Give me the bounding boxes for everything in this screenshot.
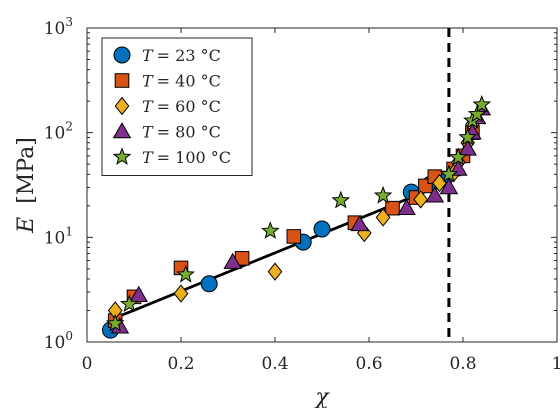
data-point-triangle (439, 177, 459, 195)
data-point-circle (313, 220, 331, 238)
data-markers (102, 94, 492, 339)
legend-marker-star (112, 147, 132, 165)
legend-label: T = 40 °C (142, 72, 221, 91)
legend-item: T = 23 °C (113, 46, 221, 65)
y-axis-label: E [MPa] (14, 137, 39, 234)
legend-label: T = 60 °C (142, 97, 221, 116)
data-point-diamond (267, 262, 283, 281)
series-star (105, 94, 492, 332)
ticks (86, 27, 558, 343)
data-point-star (467, 104, 487, 123)
legend-marker-circle (113, 46, 131, 64)
data-point-star (119, 294, 139, 313)
data-point-triangle (350, 214, 369, 232)
axes-box (86, 27, 558, 343)
legend-item: T = 80 °C (112, 122, 221, 142)
x-tick-label: 0.8 (449, 354, 476, 374)
data-point-star (105, 313, 125, 332)
legend-label: T = 23 °C (142, 46, 221, 65)
data-point-star (439, 164, 459, 183)
data-point-diamond (413, 190, 429, 209)
legend-item: T = 60 °C (114, 96, 221, 116)
data-point-triangle (223, 252, 242, 269)
y-tick-label: 100 (44, 329, 73, 353)
data-point-star (472, 94, 492, 113)
data-point-diamond (375, 208, 391, 227)
legend: T = 23 °C T = 40 °C T = 60 °C T = 80 °C T = 100 °… (101, 37, 253, 176)
data-point-star (373, 185, 393, 204)
data-point-triangle (458, 139, 477, 156)
data-point-square (286, 229, 302, 244)
y-tick-label: 103 (44, 15, 73, 39)
y-tick-label: 102 (44, 120, 73, 144)
legend-marker-triangle (112, 122, 132, 139)
x-tick-label: 0.6 (355, 354, 382, 374)
data-point-circle (200, 275, 218, 293)
data-point-square (385, 200, 400, 216)
legend-label: T = 100 °C (142, 148, 231, 167)
y-axis-label-unit: [MPa] (14, 137, 39, 204)
y-tick-label: 101 (44, 224, 73, 248)
x-tick-label: 1 (552, 354, 560, 374)
legend-marker-diamond (114, 96, 130, 116)
legend-item: T = 40 °C (114, 72, 221, 91)
y-axis-label-symbol: E (14, 217, 39, 234)
data-point-star (458, 127, 478, 146)
legend-marker-square (114, 73, 130, 88)
legend-item: T = 100 °C (112, 147, 231, 167)
x-axis-label: χ (313, 385, 330, 408)
x-tick-label: 0.2 (167, 354, 194, 374)
data-point-star (260, 221, 280, 239)
x-tick-label: 0.4 (261, 354, 288, 374)
data-point-triangle (425, 186, 445, 203)
x-tick-label: 0 (82, 354, 93, 374)
tick-labels: 0 0.2 0.4 0.6 0.8 1 100 101 102 103 (44, 15, 560, 374)
data-point-triangle (129, 285, 148, 302)
data-point-star (331, 190, 351, 209)
legend-label: T = 80 °C (142, 123, 221, 142)
data-point-triangle (397, 198, 416, 215)
data-point-star (176, 264, 196, 283)
data-point-star (448, 147, 468, 166)
data-point-diamond (173, 284, 189, 303)
